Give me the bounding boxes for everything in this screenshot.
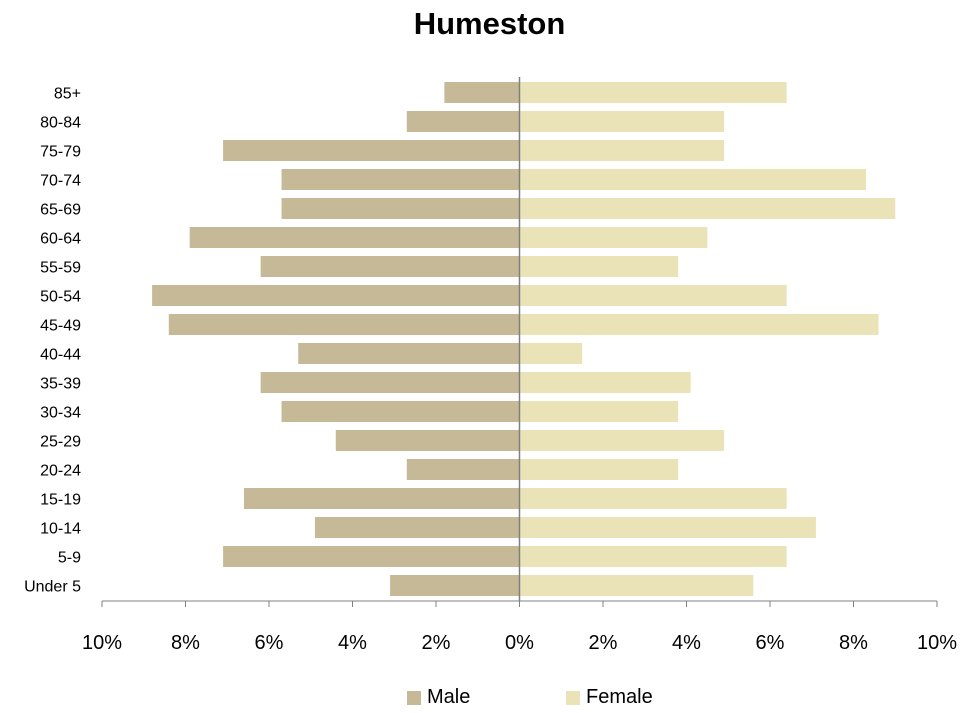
y-tick-label: 20-24 xyxy=(40,463,81,480)
x-tick-label: 2% xyxy=(422,632,451,654)
bar-female-50-54 xyxy=(519,285,787,306)
y-tick-label: 45-49 xyxy=(40,318,81,335)
x-tick-label: 6% xyxy=(255,632,284,654)
bar-female-25-29 xyxy=(519,430,725,451)
bar-male-85plus xyxy=(444,82,520,103)
bar-female-15-19 xyxy=(519,488,787,509)
chart-title: Humeston xyxy=(413,6,566,41)
bar-female-80-84 xyxy=(519,111,725,132)
legend-item-female: Female xyxy=(566,686,653,709)
bar-male-40-44 xyxy=(298,343,520,364)
x-tick-label: 8% xyxy=(839,632,868,654)
y-tick-label: 85+ xyxy=(54,86,81,103)
bar-male-65-69 xyxy=(281,198,520,219)
bar-male-under-5 xyxy=(390,575,520,596)
x-tick-label: 0% xyxy=(505,632,534,654)
bar-female-75-79 xyxy=(519,140,725,161)
y-tick-label: 55-59 xyxy=(40,260,81,277)
x-tick-label: 4% xyxy=(338,632,367,654)
bar-male-55-59 xyxy=(260,256,520,277)
x-tick-label: 10% xyxy=(917,632,957,654)
x-tick-label: 2% xyxy=(589,632,618,654)
bar-male-30-34 xyxy=(281,401,520,422)
bar-male-60-64 xyxy=(189,227,520,248)
y-tick-label: 30-34 xyxy=(40,405,81,422)
bar-female-70-74 xyxy=(519,169,867,190)
bar-male-15-19 xyxy=(243,488,520,509)
y-tick-label: 25-29 xyxy=(40,434,81,451)
y-tick-label: Under 5 xyxy=(24,579,81,596)
bar-female-65-69 xyxy=(519,198,896,219)
bar-female-35-39 xyxy=(519,372,691,393)
chart-legend: Male Female xyxy=(0,686,979,708)
bar-male-45-49 xyxy=(168,314,520,335)
bar-female-40-44 xyxy=(519,343,583,364)
x-tick-label: 10% xyxy=(82,632,122,654)
bar-female-30-34 xyxy=(519,401,679,422)
bar-female-45-49 xyxy=(519,314,879,335)
y-tick-label: 70-74 xyxy=(40,173,81,190)
bar-male-5-9 xyxy=(223,546,520,567)
x-tick-label: 4% xyxy=(672,632,701,654)
y-tick-label: 65-69 xyxy=(40,202,81,219)
y-tick-label: 10-14 xyxy=(40,521,81,538)
bar-male-70-74 xyxy=(281,169,520,190)
y-tick-label: 60-64 xyxy=(40,231,81,248)
legend-item-male: Male xyxy=(407,686,470,709)
y-tick-label: 75-79 xyxy=(40,144,81,161)
bar-female-60-64 xyxy=(519,227,708,248)
bar-female-5-9 xyxy=(519,546,787,567)
x-tick-label: 8% xyxy=(171,632,200,654)
legend-swatch-female xyxy=(566,690,580,705)
bar-female-20-24 xyxy=(519,459,679,480)
bar-female-under-5 xyxy=(519,575,754,596)
legend-swatch-male xyxy=(407,690,421,705)
bar-male-75-79 xyxy=(223,140,520,161)
bar-male-10-14 xyxy=(314,517,520,538)
bar-male-35-39 xyxy=(260,372,520,393)
y-tick-label: 80-84 xyxy=(40,115,81,132)
x-tick-label: 6% xyxy=(756,632,785,654)
bar-female-55-59 xyxy=(519,256,679,277)
y-tick-label: 5-9 xyxy=(58,550,81,567)
legend-label-female: Female xyxy=(586,686,653,708)
y-tick-label: 15-19 xyxy=(40,492,81,509)
bar-female-85plus xyxy=(519,82,787,103)
y-tick-label: 35-39 xyxy=(40,376,81,393)
bar-male-50-54 xyxy=(152,285,520,306)
legend-label-male: Male xyxy=(427,686,471,708)
bar-male-25-29 xyxy=(335,430,520,451)
y-tick-label: 40-44 xyxy=(40,347,81,364)
bar-male-80-84 xyxy=(406,111,520,132)
bar-male-20-24 xyxy=(406,459,520,480)
y-tick-label: 50-54 xyxy=(40,289,81,306)
bar-female-10-14 xyxy=(519,517,816,538)
